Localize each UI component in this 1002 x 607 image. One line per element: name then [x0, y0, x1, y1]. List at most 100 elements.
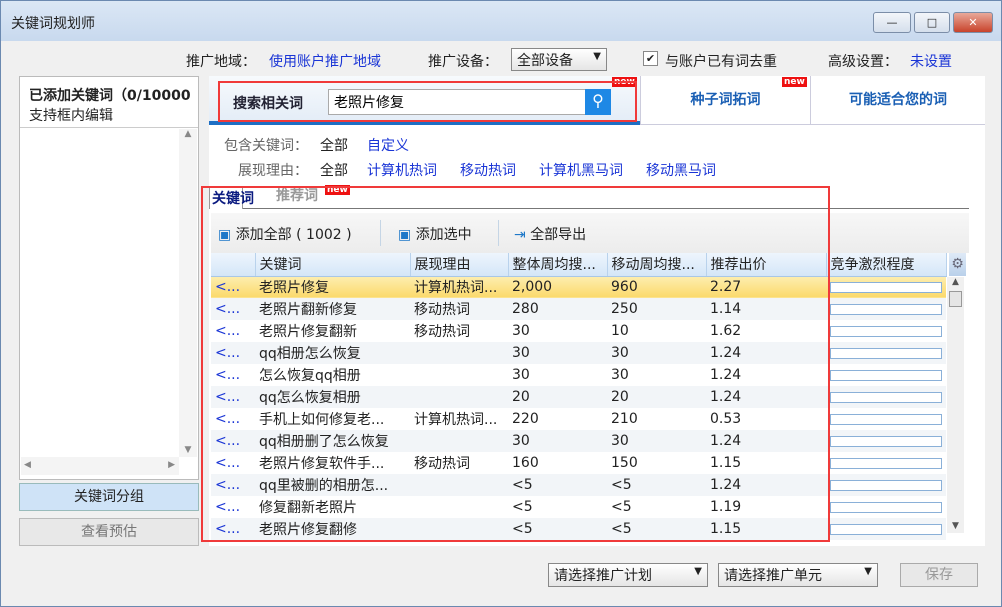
table-cell: 20 [607, 386, 706, 408]
reason-pc-hot[interactable]: 计算机热词 [367, 163, 437, 179]
add-keyword-link[interactable]: <... [215, 411, 241, 427]
add-keyword-link[interactable]: <... [211, 518, 255, 540]
close-button[interactable]: ✕ [953, 12, 993, 33]
add-keyword-link[interactable]: <... [215, 367, 241, 383]
table-cell: 老照片修复 [255, 276, 410, 298]
competition-cell [826, 408, 946, 430]
add-keyword-link[interactable]: <... [215, 499, 241, 515]
gear-icon[interactable]: ⚙ [949, 253, 966, 276]
keyword-group-button[interactable]: 关键词分组 [19, 483, 199, 511]
table-cell: qq怎么恢复相册 [255, 386, 410, 408]
reason-mobile-dark-horse[interactable]: 移动黑马词 [646, 163, 716, 179]
add-keyword-link[interactable]: <... [211, 386, 255, 408]
table-cell: 0.53 [710, 411, 742, 427]
device-label: 推广设备： [428, 54, 498, 70]
column-header[interactable]: 推荐出价 [706, 253, 827, 277]
save-button[interactable]: 保存 [900, 563, 978, 587]
table-row[interactable]: <... 修复翻新老照片 <5 <5 1.19 [211, 496, 946, 518]
horizontal-scrollbar[interactable]: ◀ ▶ [21, 457, 179, 475]
table-row[interactable]: <... 老照片修复软件手... 移动热词 160 150 1.15 [211, 452, 946, 474]
add-keyword-link[interactable]: <... [215, 455, 241, 471]
reason-all[interactable]: 全部 [320, 163, 348, 179]
search-icon[interactable]: ⚲ [585, 89, 611, 115]
table-cell: 30 [508, 342, 607, 364]
table-row[interactable]: <... 老照片翻新修复 移动热词 280 250 1.14 [211, 298, 946, 320]
table-row[interactable]: <... 手机上如何修复老... 计算机热词... 220 210 0.53 [211, 408, 946, 430]
table-cell: 老照片修复翻新 [259, 324, 357, 340]
column-header[interactable]: 整体周均搜... [508, 253, 608, 277]
table-cell: 计算机热词... [414, 412, 498, 428]
reason-mobile-hot[interactable]: 移动热词 [460, 163, 516, 179]
table-cell: qq相册删了怎么恢复 [255, 430, 410, 452]
add-selected-button[interactable]: ▣ 添加选中 [398, 224, 472, 244]
column-header[interactable]: 关键词 [255, 253, 411, 277]
table-row[interactable]: <... qq里被删的相册怎... <5 <5 1.24 [211, 474, 946, 496]
add-keyword-link[interactable]: <... [211, 298, 255, 320]
table-scrollbar[interactable]: ▲ ▼ [947, 277, 964, 533]
table-row[interactable]: <... qq怎么恢复相册 20 20 1.24 [211, 386, 946, 408]
preview-button[interactable]: 查看预估 [19, 518, 199, 546]
table-row[interactable]: <... qq相册怎么恢复 30 30 1.24 [211, 342, 946, 364]
reason-label: 展现理由： [238, 163, 308, 179]
competition-cell [826, 496, 946, 518]
unit-select-value: 请选择推广单元 [724, 568, 822, 584]
table-cell: 1.14 [706, 298, 826, 320]
competition-bar [830, 457, 942, 469]
tab-seed-expansion[interactable]: 种子词拓词 [640, 76, 810, 125]
divider [498, 220, 499, 246]
added-keywords-input[interactable] [21, 129, 179, 457]
keyword-table: 关键词 展现理由 整体周均搜... 移动周均搜... 推荐出价 竞争激烈程度 <... 老照… [211, 253, 947, 540]
table-row[interactable]: <... 怎么恢复qq相册 30 30 1.24 [211, 364, 946, 386]
new-badge: new [325, 185, 350, 195]
table-cell: 160 [512, 455, 539, 471]
export-all-button[interactable]: ⇥ 全部导出 [514, 224, 586, 244]
table-row[interactable]: <... 老照片修复 计算机热词... 2,000 960 2.27 [211, 276, 946, 298]
add-keyword-link[interactable]: <... [211, 474, 255, 496]
minimize-button[interactable]: — [873, 12, 911, 33]
table-row[interactable]: <... 老照片修复翻修 <5 <5 1.15 [211, 518, 946, 540]
table-cell [410, 518, 508, 540]
dedupe-label: 与账户已有词去重 [665, 54, 777, 70]
competition-bar [830, 523, 942, 535]
table-cell: 移动热词 [414, 324, 470, 340]
device-select[interactable]: 全部设备 ▼ [511, 48, 607, 71]
tab-suggested[interactable]: 可能适合您的词 [810, 76, 985, 125]
advanced-link[interactable]: 未设置 [910, 54, 952, 70]
table-cell: 250 [607, 298, 706, 320]
add-keyword-link[interactable]: <... [211, 276, 255, 298]
column-header[interactable]: 竞争激烈程度 [826, 253, 947, 277]
vertical-scrollbar[interactable]: ▲ ▼ [179, 129, 197, 457]
export-icon: ⇥ [514, 227, 526, 243]
table-cell: qq里被删的相册怎... [255, 474, 410, 496]
table-cell: 30 [508, 430, 607, 452]
reason-pc-dark-horse[interactable]: 计算机黑马词 [539, 163, 623, 179]
unit-select[interactable]: 请选择推广单元 ▼ [718, 563, 878, 587]
include-all[interactable]: 全部 [320, 138, 348, 154]
add-icon: ▣ [398, 227, 412, 243]
table-cell: 10 [611, 323, 629, 339]
search-input[interactable] [328, 89, 586, 115]
table-cell [410, 474, 508, 496]
add-icon: ▣ [218, 227, 232, 243]
add-keyword-link[interactable]: <... [211, 430, 255, 452]
table-cell: 怎么恢复qq相册 [259, 368, 361, 384]
add-keyword-link[interactable]: <... [211, 342, 255, 364]
table-cell: <5 [512, 499, 533, 515]
table-row[interactable]: <... 老照片修复翻新 移动热词 30 10 1.62 [211, 320, 946, 342]
table-cell [410, 430, 508, 452]
subtab-recommended[interactable]: 推荐词 [276, 188, 318, 204]
region-link[interactable]: 使用账户推广地域 [269, 54, 381, 70]
competition-cell [826, 386, 946, 408]
column-header[interactable]: 移动周均搜... [607, 253, 707, 277]
maximize-button[interactable]: □ [914, 12, 950, 33]
table-cell: 老照片翻新修复 [255, 298, 410, 320]
plan-select[interactable]: 请选择推广计划 ▼ [548, 563, 708, 587]
include-custom[interactable]: 自定义 [367, 138, 409, 154]
column-header[interactable] [211, 253, 256, 277]
column-header[interactable]: 展现理由 [410, 253, 509, 277]
add-all-button[interactable]: ▣ 添加全部 ( 1002 ) [218, 224, 352, 244]
table-row[interactable]: <... qq相册删了怎么恢复 30 30 1.24 [211, 430, 946, 452]
add-keyword-link[interactable]: <... [215, 323, 241, 339]
dedupe-checkbox[interactable]: ✔ [643, 51, 658, 66]
table-cell: 老照片修复软件手... [259, 456, 385, 472]
